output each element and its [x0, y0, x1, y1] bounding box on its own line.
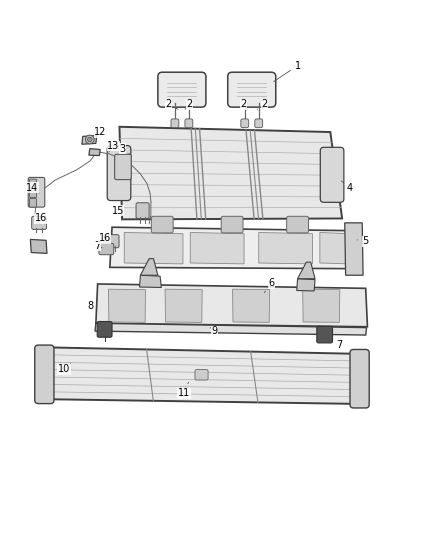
- FancyBboxPatch shape: [104, 235, 119, 248]
- FancyBboxPatch shape: [32, 216, 46, 229]
- FancyBboxPatch shape: [29, 198, 36, 207]
- Polygon shape: [345, 223, 363, 275]
- Polygon shape: [190, 232, 244, 264]
- Polygon shape: [297, 279, 315, 291]
- FancyBboxPatch shape: [320, 147, 344, 203]
- FancyBboxPatch shape: [99, 244, 114, 255]
- Polygon shape: [124, 232, 183, 264]
- FancyBboxPatch shape: [151, 216, 173, 233]
- Text: 16: 16: [35, 214, 47, 223]
- Text: 14: 14: [26, 183, 39, 193]
- FancyBboxPatch shape: [195, 369, 208, 380]
- FancyBboxPatch shape: [107, 146, 131, 200]
- Polygon shape: [110, 227, 357, 269]
- Text: 12: 12: [94, 127, 106, 139]
- Polygon shape: [140, 275, 161, 287]
- Polygon shape: [141, 259, 158, 275]
- Text: 13: 13: [107, 141, 120, 152]
- FancyBboxPatch shape: [287, 216, 308, 233]
- Text: 9: 9: [210, 326, 218, 336]
- FancyBboxPatch shape: [97, 321, 112, 337]
- Polygon shape: [109, 289, 145, 322]
- Polygon shape: [42, 348, 366, 404]
- Polygon shape: [120, 127, 342, 220]
- Text: 5: 5: [357, 236, 368, 246]
- Polygon shape: [303, 289, 340, 322]
- FancyBboxPatch shape: [136, 203, 149, 219]
- Text: 10: 10: [58, 364, 71, 374]
- FancyBboxPatch shape: [29, 189, 36, 198]
- Text: 7: 7: [332, 339, 343, 350]
- FancyBboxPatch shape: [241, 119, 249, 128]
- Text: 4: 4: [341, 181, 353, 193]
- Text: 1: 1: [274, 61, 300, 82]
- FancyBboxPatch shape: [35, 345, 54, 403]
- Text: 11: 11: [178, 382, 190, 398]
- FancyBboxPatch shape: [115, 154, 131, 180]
- Polygon shape: [320, 232, 349, 264]
- FancyBboxPatch shape: [28, 177, 45, 207]
- Polygon shape: [96, 284, 367, 327]
- FancyBboxPatch shape: [185, 119, 193, 128]
- Text: 2: 2: [185, 99, 192, 109]
- Polygon shape: [95, 323, 367, 335]
- Text: 2: 2: [240, 99, 247, 109]
- Polygon shape: [259, 232, 313, 264]
- Polygon shape: [89, 149, 100, 156]
- FancyBboxPatch shape: [317, 326, 332, 343]
- FancyBboxPatch shape: [29, 179, 36, 188]
- FancyBboxPatch shape: [228, 72, 276, 107]
- Text: 2: 2: [258, 99, 268, 109]
- Text: 16: 16: [99, 233, 111, 243]
- Text: 15: 15: [112, 206, 124, 216]
- Polygon shape: [233, 289, 270, 322]
- Polygon shape: [30, 239, 47, 253]
- FancyBboxPatch shape: [158, 72, 206, 107]
- Circle shape: [88, 138, 92, 142]
- Text: 7: 7: [95, 240, 102, 251]
- Polygon shape: [82, 135, 97, 144]
- Text: 6: 6: [264, 278, 275, 293]
- Text: 2: 2: [165, 99, 178, 109]
- FancyBboxPatch shape: [221, 216, 243, 233]
- FancyBboxPatch shape: [171, 119, 179, 128]
- Circle shape: [85, 135, 94, 144]
- Text: 8: 8: [87, 301, 94, 311]
- Text: 3: 3: [119, 143, 129, 154]
- FancyBboxPatch shape: [255, 119, 263, 128]
- Polygon shape: [297, 262, 315, 279]
- Polygon shape: [165, 289, 202, 322]
- FancyBboxPatch shape: [350, 350, 369, 408]
